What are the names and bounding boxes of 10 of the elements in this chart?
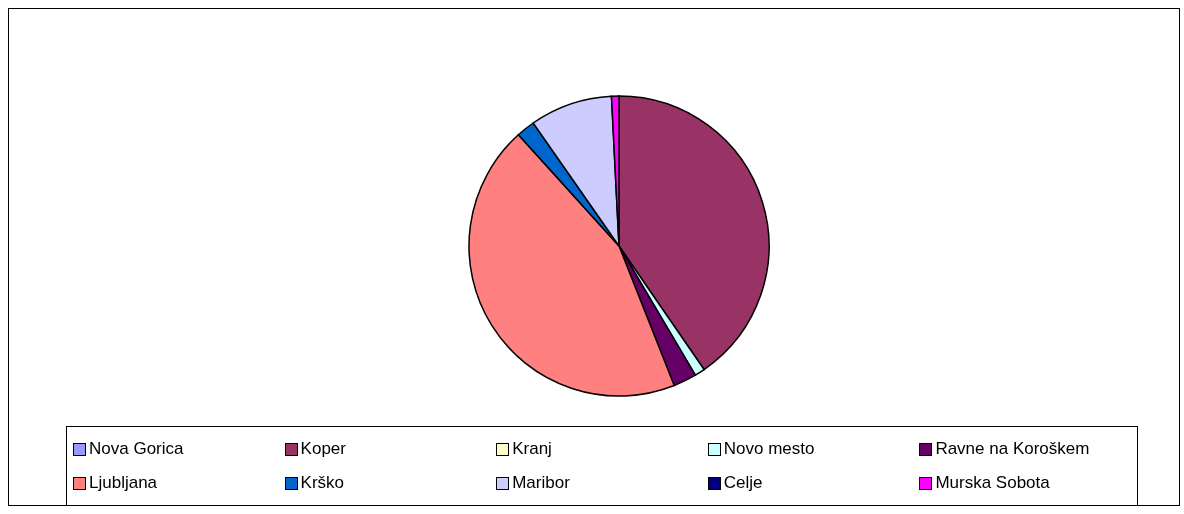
legend-label: Kranj: [512, 439, 552, 459]
legend-label: Murska Sobota: [935, 473, 1050, 493]
legend-label: Celje: [723, 473, 763, 493]
legend-label: Ravne na Koroškem: [935, 439, 1090, 459]
legend-label: Novo mesto: [723, 439, 815, 459]
legend-label: Koper: [300, 439, 346, 459]
legend-label: Maribor: [512, 473, 570, 493]
legend-label: Ljubljana: [89, 473, 158, 493]
legend-label: Nova Gorica: [89, 439, 184, 459]
legend-label: Krško: [300, 473, 345, 493]
